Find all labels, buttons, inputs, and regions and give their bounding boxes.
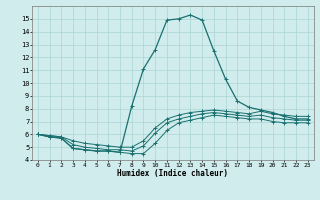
X-axis label: Humidex (Indice chaleur): Humidex (Indice chaleur): [117, 169, 228, 178]
